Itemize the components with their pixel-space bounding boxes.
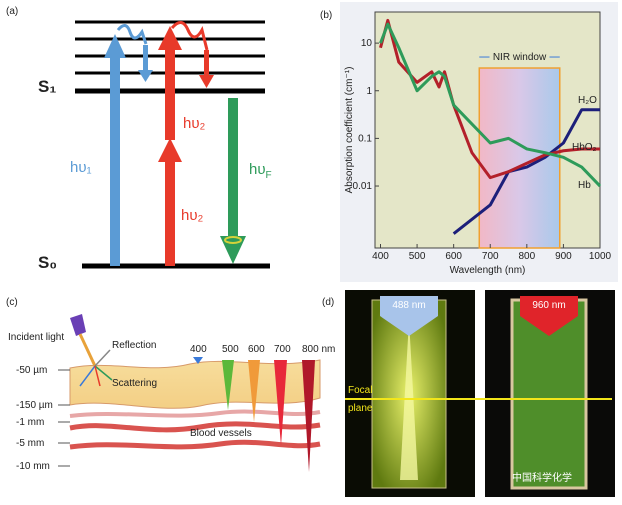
depth-label: -50 µm (16, 365, 47, 376)
wavelength-label: 800 nm (302, 344, 335, 355)
hvf-sub: F (266, 170, 272, 181)
blue-excitation (104, 24, 153, 266)
watermark: 中国科学化学 (512, 471, 572, 484)
panel-label: (d) (322, 297, 334, 308)
focal-label: plane (348, 403, 373, 414)
vessel (69, 421, 321, 433)
panel-c: (c) Incident light Reflection Scattering… (6, 297, 335, 472)
series-line (452, 108, 600, 235)
nir-window (478, 67, 561, 249)
penetration-wedge (193, 357, 203, 364)
series-label: HbO₂ (572, 142, 597, 153)
hv2-label: hυ₂ (181, 207, 204, 224)
incident-label: Incident light (8, 332, 64, 343)
panel-label: (a) (6, 6, 18, 17)
s1-label: S₁ (38, 77, 56, 96)
penetration-wedge (248, 360, 260, 422)
penetration-wedge (302, 360, 315, 472)
depth-label: -1 mm (16, 417, 44, 428)
scattering-label: Scattering (112, 378, 157, 389)
x-tick-label: 600 (445, 251, 462, 262)
penetration-wedge (274, 360, 287, 446)
red-excitation (158, 21, 214, 266)
beam-label: 488 nm (392, 300, 425, 311)
s0-label: S₀ (38, 253, 57, 272)
depth-label: -150 µm (16, 400, 53, 411)
wavelength-label: 700 (274, 344, 291, 355)
panel-label: (b) (320, 10, 332, 21)
penetration-wedge (222, 360, 234, 410)
series-line (379, 22, 602, 188)
y-tick-label: 1 (366, 86, 372, 97)
y-tick-label: 0.1 (358, 133, 372, 144)
vessels-label: Blood vessels (190, 428, 252, 439)
x-tick-label: 800 (518, 251, 535, 262)
layer (69, 409, 321, 418)
y-axis-label: Absorption coefficient (cm⁻¹) (344, 67, 355, 194)
beam-arrow (520, 296, 578, 336)
beam-arrow (380, 296, 438, 336)
wavelength-label: 500 (222, 344, 239, 355)
y-tick-label: 10 (361, 38, 373, 49)
hvf-base: hυ (249, 161, 266, 178)
beam-label: 960 nm (532, 300, 565, 311)
focal-label: Focal (348, 385, 372, 396)
light-rays (70, 314, 113, 387)
reflection-label: Reflection (112, 340, 156, 351)
y-tick-label: 0.01 (353, 181, 373, 192)
depth-label: -10 mm (16, 461, 50, 472)
panel-b: (b) NIR window 400 500 600 700 800 900 1000 0.01… (320, 2, 618, 282)
vessel (69, 439, 321, 450)
hv1-label: hυ₁ (70, 159, 92, 176)
panel-label: (c) (6, 297, 18, 308)
x-tick-label: 900 (555, 251, 572, 262)
x-tick-label: 1000 (589, 251, 612, 262)
panel-a: (a) S₁ S₀ hυ₁ hυ₂ hυ₂ hυF (6, 6, 272, 272)
series-label: H₂O (578, 95, 597, 106)
x-axis-label: Wavelength (nm) (450, 265, 526, 276)
wavelength-label: 400 (190, 344, 207, 355)
green-emission (220, 98, 246, 264)
nir-label: NIR window (493, 52, 547, 63)
series-label: Hb (578, 180, 591, 191)
hv2-label: hυ₂ (183, 115, 206, 132)
depth-ticks (58, 369, 70, 467)
x-tick-label: 700 (482, 251, 499, 262)
panel-d: (d) 488 nm 960 nm Focal plane 中国科学化学 (322, 290, 615, 497)
hvf-label: hυF (249, 161, 272, 181)
wavelength-label: 600 (248, 344, 265, 355)
depth-label: -5 mm (16, 438, 44, 449)
x-tick-label: 400 (372, 251, 389, 262)
x-tick-label: 500 (409, 251, 426, 262)
